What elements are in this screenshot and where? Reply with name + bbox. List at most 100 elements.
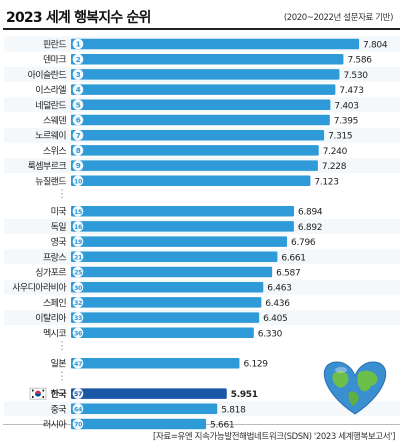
flag-trigram bbox=[32, 396, 34, 398]
bar bbox=[71, 38, 359, 50]
rank-badge bbox=[72, 53, 84, 65]
chart-subtitle: (2020~2022년 설문자료 기반) bbox=[283, 13, 394, 23]
rank-badge bbox=[72, 236, 84, 247]
rank-badge bbox=[72, 388, 84, 399]
value-label: 6.436 bbox=[265, 299, 290, 309]
rank-number: 70 bbox=[74, 422, 83, 429]
value-label: 5.951 bbox=[231, 390, 258, 400]
flag-taegeuk-red bbox=[35, 390, 41, 394]
rank-badge bbox=[72, 145, 84, 156]
rank-number: 3 bbox=[76, 70, 81, 79]
country-label: 프랑스 bbox=[43, 251, 66, 263]
rank-badge bbox=[72, 357, 84, 369]
country-label: 싱가포르 bbox=[35, 268, 66, 279]
value-label: 6.330 bbox=[258, 329, 283, 339]
bar bbox=[71, 388, 227, 399]
value-label: 6.463 bbox=[267, 284, 291, 294]
bar bbox=[71, 114, 330, 126]
rank-number: 9 bbox=[76, 161, 81, 170]
globe-continent bbox=[332, 371, 349, 388]
gap-ellipsis: ⋮ bbox=[57, 187, 68, 200]
rank-number: 7 bbox=[76, 131, 81, 140]
flag-trigram bbox=[32, 389, 34, 392]
value-label: 7.228 bbox=[322, 162, 347, 172]
rank-number: 1 bbox=[76, 40, 81, 49]
rank-number: 57 bbox=[74, 391, 82, 398]
rank-badge bbox=[72, 221, 84, 232]
bar bbox=[71, 129, 325, 141]
rank-badge bbox=[72, 69, 84, 80]
value-label: 6.796 bbox=[291, 238, 316, 248]
value-label: 5.661 bbox=[210, 421, 234, 431]
bar bbox=[71, 403, 218, 415]
rank-number: 30 bbox=[74, 285, 83, 292]
value-label: 7.804 bbox=[363, 41, 388, 51]
value-label: 7.530 bbox=[343, 71, 368, 81]
bar bbox=[71, 53, 344, 65]
rank-badge bbox=[72, 205, 84, 217]
value-label: 6.661 bbox=[281, 253, 305, 263]
bar bbox=[71, 99, 331, 111]
rank-number: 2 bbox=[76, 55, 81, 64]
value-label: 7.586 bbox=[347, 56, 372, 66]
value-label: 7.473 bbox=[339, 86, 363, 96]
bar bbox=[71, 84, 336, 95]
flag-taegeuk-blue bbox=[35, 393, 41, 397]
rank-badge bbox=[72, 251, 84, 263]
country-label: 덴마크 bbox=[43, 55, 66, 66]
globe-continent bbox=[348, 391, 359, 406]
bar bbox=[71, 281, 264, 293]
gap-ellipsis: ⋮ bbox=[57, 369, 68, 382]
rank-number: 15 bbox=[74, 209, 82, 216]
rank-badge bbox=[72, 84, 84, 95]
rank-number: 47 bbox=[74, 361, 82, 368]
bar bbox=[71, 160, 318, 171]
value-label: 6.894 bbox=[298, 208, 323, 218]
country-label: 미국 bbox=[51, 207, 67, 218]
bar bbox=[71, 69, 340, 80]
country-label: 사우디아라비아 bbox=[12, 283, 67, 294]
rank-badge bbox=[72, 38, 84, 50]
rank-badge bbox=[72, 403, 84, 415]
country-label: 영국 bbox=[51, 237, 67, 248]
rank-number: 32 bbox=[74, 300, 82, 307]
bar bbox=[71, 297, 262, 308]
value-label: 6.892 bbox=[298, 223, 322, 233]
country-label: 스위스 bbox=[43, 146, 66, 157]
rank-badge bbox=[72, 418, 84, 430]
value-label: 7.240 bbox=[323, 147, 348, 157]
rank-number: 36 bbox=[74, 330, 83, 337]
country-label: 룩셈부르크 bbox=[28, 161, 67, 172]
country-label: 이탈리아 bbox=[35, 313, 67, 324]
country-label: 중국 bbox=[51, 404, 67, 415]
rank-number: 64 bbox=[74, 406, 83, 413]
rank-number: 16 bbox=[74, 224, 83, 231]
value-label: 6.129 bbox=[243, 360, 268, 370]
country-label: 이스라엘 bbox=[35, 85, 66, 96]
country-label: 러시아 bbox=[43, 420, 67, 431]
country-label: 핀란드 bbox=[43, 39, 66, 51]
globe-continent bbox=[357, 370, 378, 392]
bar bbox=[71, 175, 311, 187]
bar bbox=[71, 266, 273, 278]
country-label: 뉴질랜드 bbox=[35, 175, 66, 187]
rank-badge bbox=[72, 297, 84, 308]
value-label: 5.818 bbox=[221, 405, 246, 415]
rank-badge bbox=[72, 281, 84, 293]
rank-number: 10 bbox=[74, 178, 83, 185]
country-label: 아이슬란드 bbox=[28, 69, 67, 81]
rank-number: 25 bbox=[74, 270, 82, 277]
rank-badge bbox=[72, 129, 84, 141]
value-label: 7.123 bbox=[314, 177, 338, 187]
rank-badge bbox=[72, 99, 84, 111]
bar bbox=[71, 327, 254, 339]
bar bbox=[71, 145, 319, 156]
country-label: 한국 bbox=[51, 388, 68, 400]
gap-ellipsis: ⋮ bbox=[57, 339, 68, 352]
country-label: 독일 bbox=[51, 222, 67, 233]
country-label: 스페인 bbox=[43, 298, 66, 309]
value-label: 7.315 bbox=[328, 132, 352, 142]
rank-badge bbox=[72, 160, 84, 171]
rank-badge bbox=[72, 327, 84, 339]
